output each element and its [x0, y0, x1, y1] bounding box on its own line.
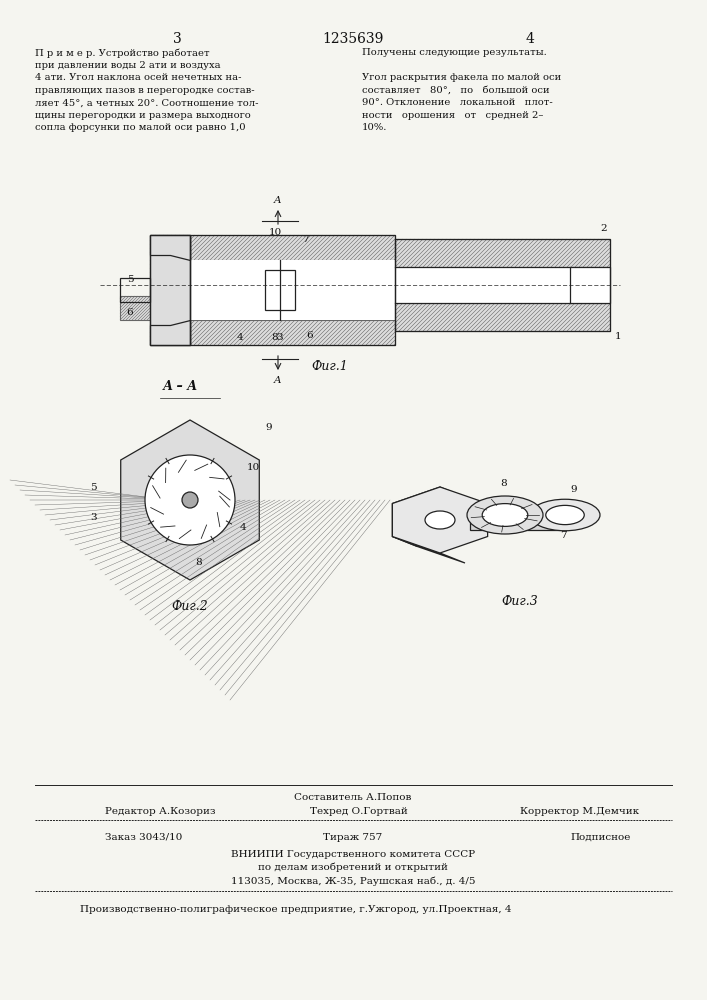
Text: Техред О.Гортвай: Техред О.Гортвай — [310, 807, 408, 816]
Polygon shape — [392, 487, 465, 514]
Text: 9: 9 — [265, 423, 271, 432]
Text: Получены следующие результаты.

Угол раскрытия факела по малой оси
составляет   : Получены следующие результаты. Угол раск… — [362, 48, 561, 132]
Text: 1: 1 — [615, 332, 621, 341]
Text: А – А: А – А — [163, 380, 198, 393]
Ellipse shape — [546, 505, 584, 525]
Text: 113035, Москва, Ж-35, Раушская наб., д. 4/5: 113035, Москва, Ж-35, Раушская наб., д. … — [230, 876, 475, 886]
Text: Корректор М.Демчик: Корректор М.Демчик — [520, 807, 639, 816]
Polygon shape — [150, 320, 190, 345]
Text: 3: 3 — [90, 513, 97, 522]
Bar — [190, 260, 395, 320]
Ellipse shape — [425, 511, 455, 529]
Bar — [190, 235, 395, 260]
Text: 8: 8 — [271, 333, 279, 342]
Bar — [190, 235, 395, 345]
Text: 9: 9 — [152, 238, 158, 247]
Text: Составитель А.Попов: Составитель А.Попов — [294, 793, 411, 802]
Bar — [395, 239, 610, 267]
Circle shape — [145, 455, 235, 545]
Bar — [395, 267, 610, 303]
Text: 4: 4 — [525, 32, 534, 46]
Text: 7: 7 — [560, 530, 566, 540]
Text: 5: 5 — [90, 483, 97, 492]
Text: 4: 4 — [237, 333, 243, 342]
Text: 4: 4 — [240, 523, 247, 532]
Ellipse shape — [482, 504, 528, 526]
Text: 5: 5 — [127, 275, 134, 284]
Text: 10: 10 — [247, 463, 260, 472]
Text: 10: 10 — [269, 228, 281, 237]
Text: П р и м е р. Устройство работает
при давлении воды 2 ати и воздуха
4 ати. Угол н: П р и м е р. Устройство работает при дав… — [35, 48, 259, 132]
Text: Тираж 757: Тираж 757 — [323, 833, 382, 842]
Text: 2: 2 — [600, 224, 607, 233]
Bar — [395, 239, 610, 331]
Text: 9: 9 — [570, 486, 577, 494]
Bar — [190, 320, 395, 345]
Polygon shape — [392, 504, 417, 546]
Text: Заказ 3043/10: Заказ 3043/10 — [105, 833, 182, 842]
Text: 6: 6 — [127, 308, 134, 317]
Circle shape — [182, 492, 198, 508]
Text: A: A — [274, 376, 282, 385]
Bar — [120, 296, 150, 320]
Bar — [150, 235, 190, 345]
Text: Фиг.2: Фиг.2 — [172, 600, 209, 613]
Polygon shape — [392, 536, 465, 563]
Text: Редактор А.Козориз: Редактор А.Козориз — [105, 807, 216, 816]
Polygon shape — [150, 235, 190, 260]
Text: 3: 3 — [173, 32, 182, 46]
Ellipse shape — [530, 499, 600, 531]
Text: ВНИИПИ Государственного комитета СССР: ВНИИПИ Государственного комитета СССР — [231, 850, 475, 859]
Text: 6: 6 — [307, 331, 313, 340]
Polygon shape — [392, 487, 488, 553]
Text: по делам изобретений и открытий: по делам изобретений и открытий — [258, 863, 448, 872]
Polygon shape — [121, 420, 259, 580]
Text: Фиг.3: Фиг.3 — [502, 595, 538, 608]
Text: Производственно-полиграфическое предприятие, г.Ужгород, ул.Проектная, 4: Производственно-полиграфическое предприя… — [80, 905, 511, 914]
Bar — [120, 278, 150, 302]
Text: 1235639: 1235639 — [322, 32, 384, 46]
Bar — [570, 267, 610, 303]
Bar — [265, 270, 295, 310]
Text: Подписное: Подписное — [570, 833, 631, 842]
Text: 7: 7 — [302, 235, 308, 244]
Bar — [395, 303, 610, 331]
Text: 8: 8 — [195, 558, 201, 567]
Ellipse shape — [467, 496, 543, 534]
Text: 8: 8 — [500, 479, 507, 488]
Text: A: A — [274, 196, 282, 205]
Text: Фиг.1: Фиг.1 — [312, 360, 349, 373]
Bar — [150, 235, 190, 345]
Text: 5: 5 — [415, 503, 421, 512]
Bar — [150, 235, 190, 345]
Bar — [570, 267, 610, 303]
Text: 3: 3 — [276, 333, 284, 342]
Bar — [470, 510, 560, 530]
Bar — [265, 270, 295, 310]
